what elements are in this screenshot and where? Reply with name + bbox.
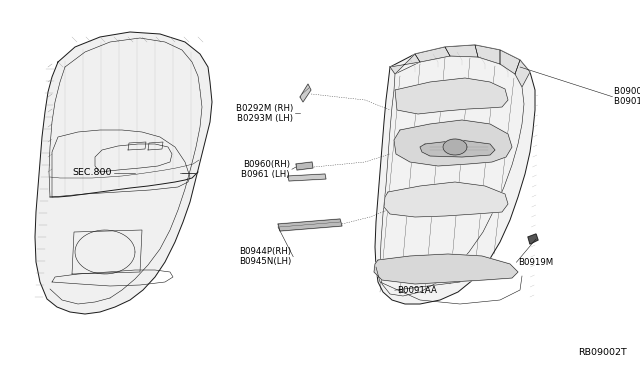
- Polygon shape: [278, 219, 342, 231]
- Polygon shape: [375, 45, 535, 304]
- Polygon shape: [384, 182, 508, 217]
- Polygon shape: [300, 84, 311, 102]
- Polygon shape: [528, 234, 538, 244]
- Text: B0960(RH)
B0961 (LH): B0960(RH) B0961 (LH): [241, 160, 290, 179]
- Polygon shape: [475, 45, 500, 64]
- Polygon shape: [390, 54, 420, 74]
- Polygon shape: [374, 254, 518, 284]
- Polygon shape: [515, 60, 530, 87]
- Polygon shape: [395, 78, 508, 114]
- Text: SEC.800: SEC.800: [72, 169, 112, 177]
- Polygon shape: [420, 140, 495, 157]
- Polygon shape: [394, 120, 512, 166]
- Text: RB09002T: RB09002T: [579, 348, 627, 357]
- Text: B0944P(RH)
B0945N(LH): B0944P(RH) B0945N(LH): [239, 247, 291, 266]
- Polygon shape: [443, 139, 467, 155]
- Polygon shape: [445, 45, 478, 57]
- Text: B0292M (RH)
B0293M (LH): B0292M (RH) B0293M (LH): [236, 104, 293, 123]
- Text: B0919M: B0919M: [518, 258, 554, 267]
- Polygon shape: [35, 32, 212, 314]
- Polygon shape: [500, 50, 520, 74]
- Polygon shape: [296, 162, 313, 170]
- Text: B0091AA: B0091AA: [397, 286, 436, 295]
- Polygon shape: [288, 174, 326, 181]
- Text: B0900 (RH)
B0901 (LH): B0900 (RH) B0901 (LH): [614, 87, 640, 106]
- Polygon shape: [415, 47, 450, 62]
